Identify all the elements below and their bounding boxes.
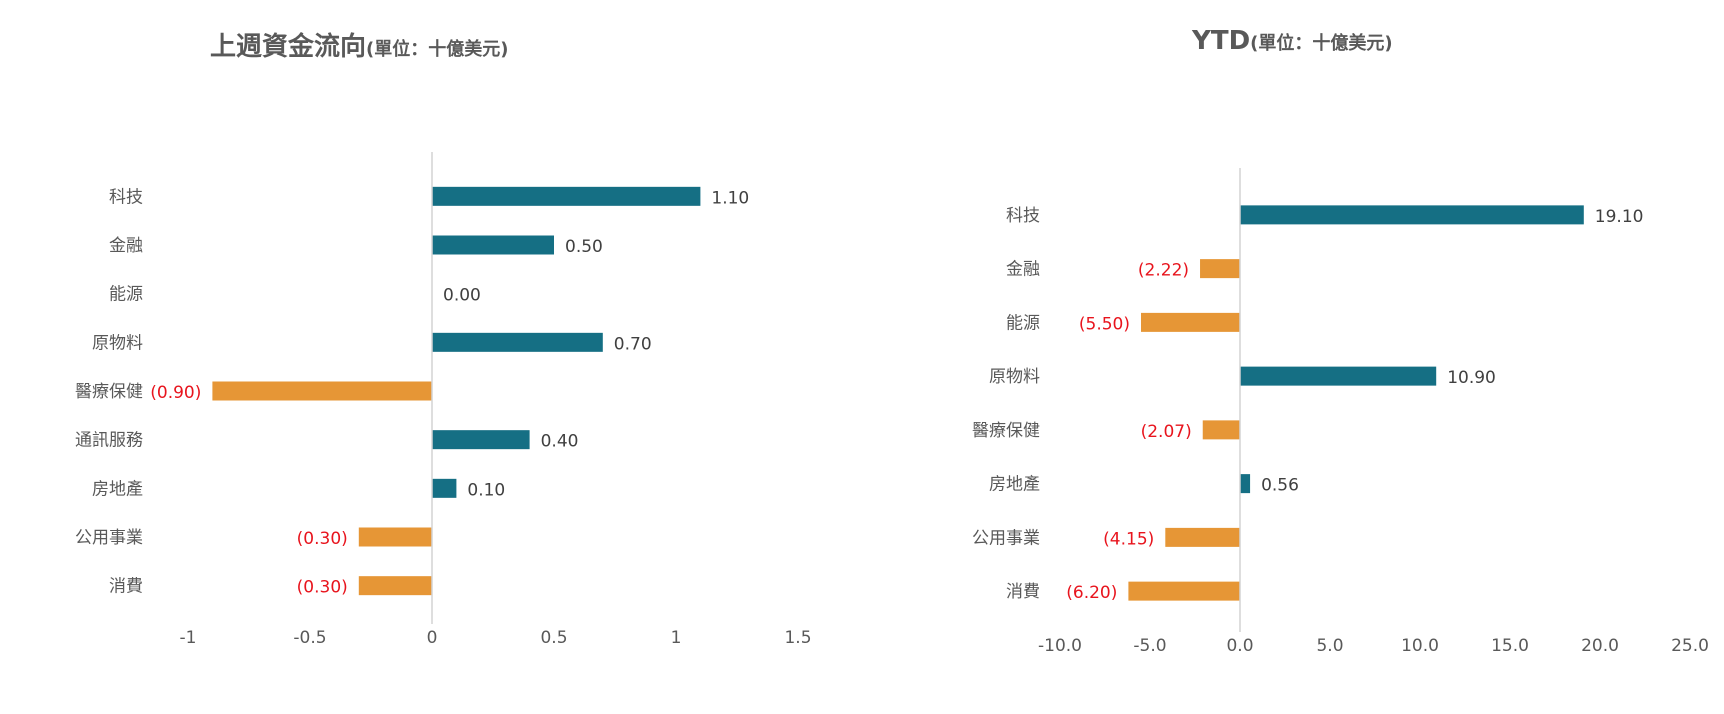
data-label: 0.10 bbox=[467, 480, 505, 500]
data-label: 0.50 bbox=[565, 237, 603, 257]
data-label: (5.50) bbox=[1079, 314, 1130, 334]
x-tick-label: 5.0 bbox=[1316, 636, 1343, 656]
data-label: (2.07) bbox=[1141, 422, 1192, 442]
x-tick-label: 1.5 bbox=[784, 628, 811, 648]
category-label: 金融 bbox=[109, 236, 143, 256]
data-label: 19.10 bbox=[1595, 207, 1644, 227]
x-tick-label: 25.0 bbox=[1671, 636, 1709, 656]
bar bbox=[432, 332, 603, 352]
data-label: 1.10 bbox=[711, 188, 749, 208]
bar bbox=[432, 430, 530, 450]
x-tick-label: -1 bbox=[180, 628, 197, 648]
data-label: (0.90) bbox=[150, 383, 201, 403]
bar bbox=[1200, 259, 1240, 279]
bar bbox=[1141, 312, 1240, 332]
category-label: 原物料 bbox=[92, 333, 143, 353]
data-label: (6.20) bbox=[1066, 583, 1117, 603]
category-label: 能源 bbox=[109, 285, 143, 305]
x-tick-label: -5.0 bbox=[1133, 636, 1166, 656]
bar bbox=[432, 235, 554, 255]
bar bbox=[1240, 474, 1251, 494]
category-label: 科技 bbox=[1006, 206, 1040, 226]
data-label: (0.30) bbox=[297, 578, 348, 598]
bar bbox=[212, 381, 432, 401]
x-tick-label: 20.0 bbox=[1581, 636, 1619, 656]
category-label: 科技 bbox=[109, 187, 143, 207]
category-label: 消費 bbox=[1006, 582, 1040, 602]
category-label: 通訊服務 bbox=[75, 431, 143, 451]
data-label: (0.30) bbox=[297, 529, 348, 549]
bar bbox=[1240, 366, 1437, 386]
data-label: 0.00 bbox=[443, 286, 481, 306]
x-tick-label: 1 bbox=[671, 628, 682, 648]
bar bbox=[432, 186, 701, 206]
title-main: YTD bbox=[1192, 26, 1251, 56]
x-tick-label: 10.0 bbox=[1401, 636, 1439, 656]
bar bbox=[358, 576, 432, 596]
x-tick-label: 15.0 bbox=[1491, 636, 1529, 656]
data-label: 10.90 bbox=[1447, 368, 1496, 388]
category-label: 房地產 bbox=[92, 479, 143, 499]
chart-title-weekly: 上週資金流向(單位：十億美元) bbox=[210, 26, 508, 63]
category-label: 房地產 bbox=[989, 475, 1040, 495]
bar bbox=[432, 478, 457, 498]
data-label: (2.22) bbox=[1138, 261, 1189, 281]
category-label: 公用事業 bbox=[75, 528, 143, 548]
category-label: 能源 bbox=[1006, 313, 1040, 333]
bar-chart-ytd: 科技 19.10 金融 (2.22) 能源 (5.50) 原物料 10.90 醫療保健 (2.07… bbox=[972, 168, 1709, 656]
x-tick-label: -10.0 bbox=[1038, 636, 1082, 656]
data-label: 0.56 bbox=[1261, 476, 1299, 496]
bar bbox=[1240, 205, 1584, 225]
category-label: 原物料 bbox=[989, 367, 1040, 387]
bar bbox=[1128, 581, 1240, 601]
category-label: 金融 bbox=[1006, 260, 1040, 280]
category-label: 消費 bbox=[109, 577, 143, 597]
chart-ytd-flows: YTD(單位：十億美元) 科技 19.10 金融 (2.22) 能源 (5.50) 原物料 1… bbox=[900, 0, 1724, 714]
x-tick-label: 0.0 bbox=[1226, 636, 1253, 656]
x-tick-label: 0.5 bbox=[540, 628, 567, 648]
data-label: 0.40 bbox=[541, 432, 579, 452]
data-label: 0.70 bbox=[614, 334, 652, 354]
category-label: 醫療保健 bbox=[972, 421, 1040, 441]
category-label: 醫療保健 bbox=[75, 382, 143, 402]
bar bbox=[358, 527, 432, 547]
data-label: (4.15) bbox=[1103, 529, 1154, 549]
title-unit: (單位：十億美元) bbox=[1250, 33, 1393, 54]
category-label: 公用事業 bbox=[972, 528, 1040, 548]
chart-weekly-flows: 上週資金流向(單位：十億美元) 科技 1.10 金融 0.50 能源 0.00 原物料 0.7… bbox=[75, 26, 812, 648]
title-main: 上週資金流向 bbox=[210, 32, 367, 62]
title-unit: (單位：十億美元) bbox=[366, 39, 509, 60]
bar bbox=[1165, 527, 1240, 547]
x-tick-label: -0.5 bbox=[293, 628, 326, 648]
bar bbox=[1202, 420, 1240, 440]
chart-title-ytd: YTD(單位：十億美元) bbox=[1192, 26, 1393, 56]
x-tick-label: 0 bbox=[427, 628, 438, 648]
